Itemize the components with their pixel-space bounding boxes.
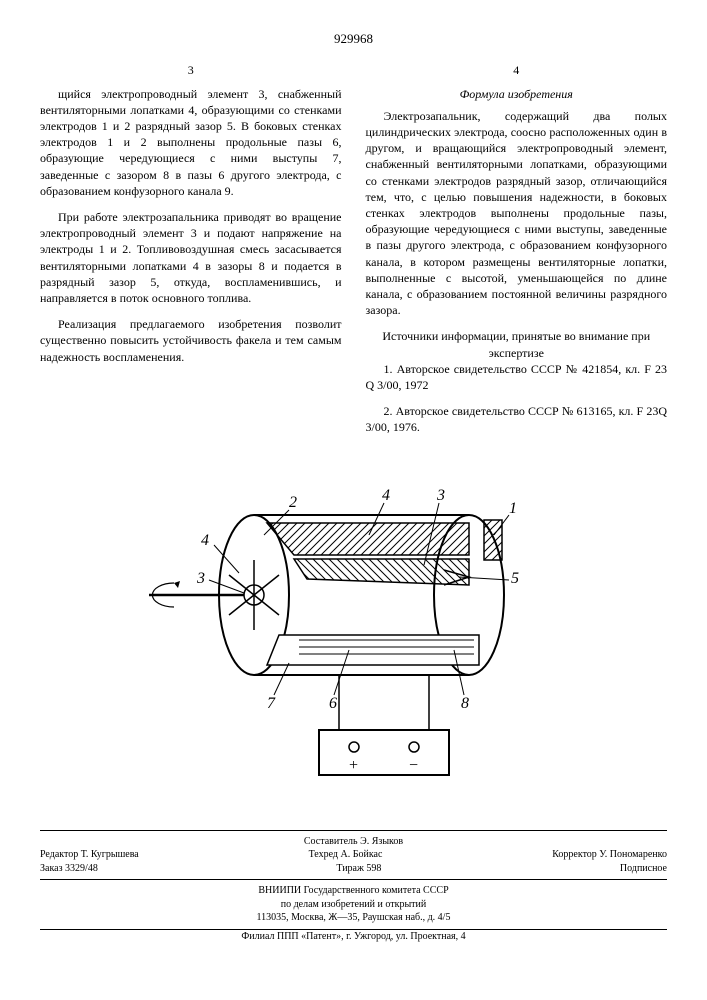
text-columns: 3 щийся электропроводный элемент 3, снаб… bbox=[40, 62, 667, 446]
techred: Техред А. Бойкас bbox=[309, 848, 383, 862]
technical-figure: 2 4 3 1 4 3 5 7 6 8 + − bbox=[40, 465, 667, 789]
patent-number: 929968 bbox=[40, 30, 667, 48]
left-p1: щийся электропроводный элемент 3, снабже… bbox=[40, 86, 342, 199]
source-2: 2. Авторское свидетельство СССР № 613165… bbox=[366, 403, 668, 435]
org2: по делам изобретений и открытий bbox=[40, 898, 667, 912]
col-num-left: 3 bbox=[40, 62, 342, 78]
editor: Редактор Т. Кугрышева bbox=[40, 848, 139, 862]
label-7: 7 bbox=[267, 695, 276, 712]
label-8: 8 bbox=[461, 695, 469, 712]
label-6: 6 bbox=[329, 695, 337, 712]
claims-heading: Формула изобретения bbox=[366, 86, 668, 102]
addr: 113035, Москва, Ж—35, Раушская наб., д. … bbox=[40, 911, 667, 925]
label-3-left: 3 bbox=[196, 570, 205, 587]
label-2: 2 bbox=[289, 494, 297, 511]
left-p2: При работе электрозапальника приводят во… bbox=[40, 209, 342, 306]
terminal-plus: + bbox=[349, 757, 358, 774]
filial: Филиал ППП «Патент», г. Ужгород, ул. Про… bbox=[40, 930, 667, 944]
imprint-footer: Составитель Э. Языков Редактор Т. Кугрыш… bbox=[40, 830, 667, 944]
left-column: 3 щийся электропроводный элемент 3, снаб… bbox=[40, 62, 342, 446]
order: Заказ 3329/48 bbox=[40, 862, 98, 876]
source-1: 1. Авторское свидетельство СССР № 421854… bbox=[366, 361, 668, 393]
tirazh: Тираж 598 bbox=[336, 862, 381, 876]
label-3-top: 3 bbox=[436, 487, 445, 504]
corrector: Корректор У. Пономаренко bbox=[552, 848, 667, 862]
claim-text: Электрозапальник, содержащий два полых ц… bbox=[366, 108, 668, 318]
col-num-right: 4 bbox=[366, 62, 668, 78]
org1: ВНИИПИ Государственного комитета СССР bbox=[40, 884, 667, 898]
compiler: Составитель Э. Языков bbox=[304, 835, 403, 849]
label-1: 1 bbox=[509, 500, 517, 517]
sources-heading: Источники информации, принятые во вниман… bbox=[366, 328, 668, 360]
igniter-diagram: 2 4 3 1 4 3 5 7 6 8 + − bbox=[139, 465, 569, 785]
label-5: 5 bbox=[511, 570, 519, 587]
sub: Подписное bbox=[620, 862, 667, 876]
right-column: 4 Формула изобретения Электрозапальник, … bbox=[366, 62, 668, 446]
label-4-top: 4 bbox=[382, 487, 390, 504]
terminal-minus: − bbox=[409, 757, 418, 774]
left-p3: Реализация предлагаемого изобретения поз… bbox=[40, 316, 342, 365]
label-4-left: 4 bbox=[201, 532, 209, 549]
